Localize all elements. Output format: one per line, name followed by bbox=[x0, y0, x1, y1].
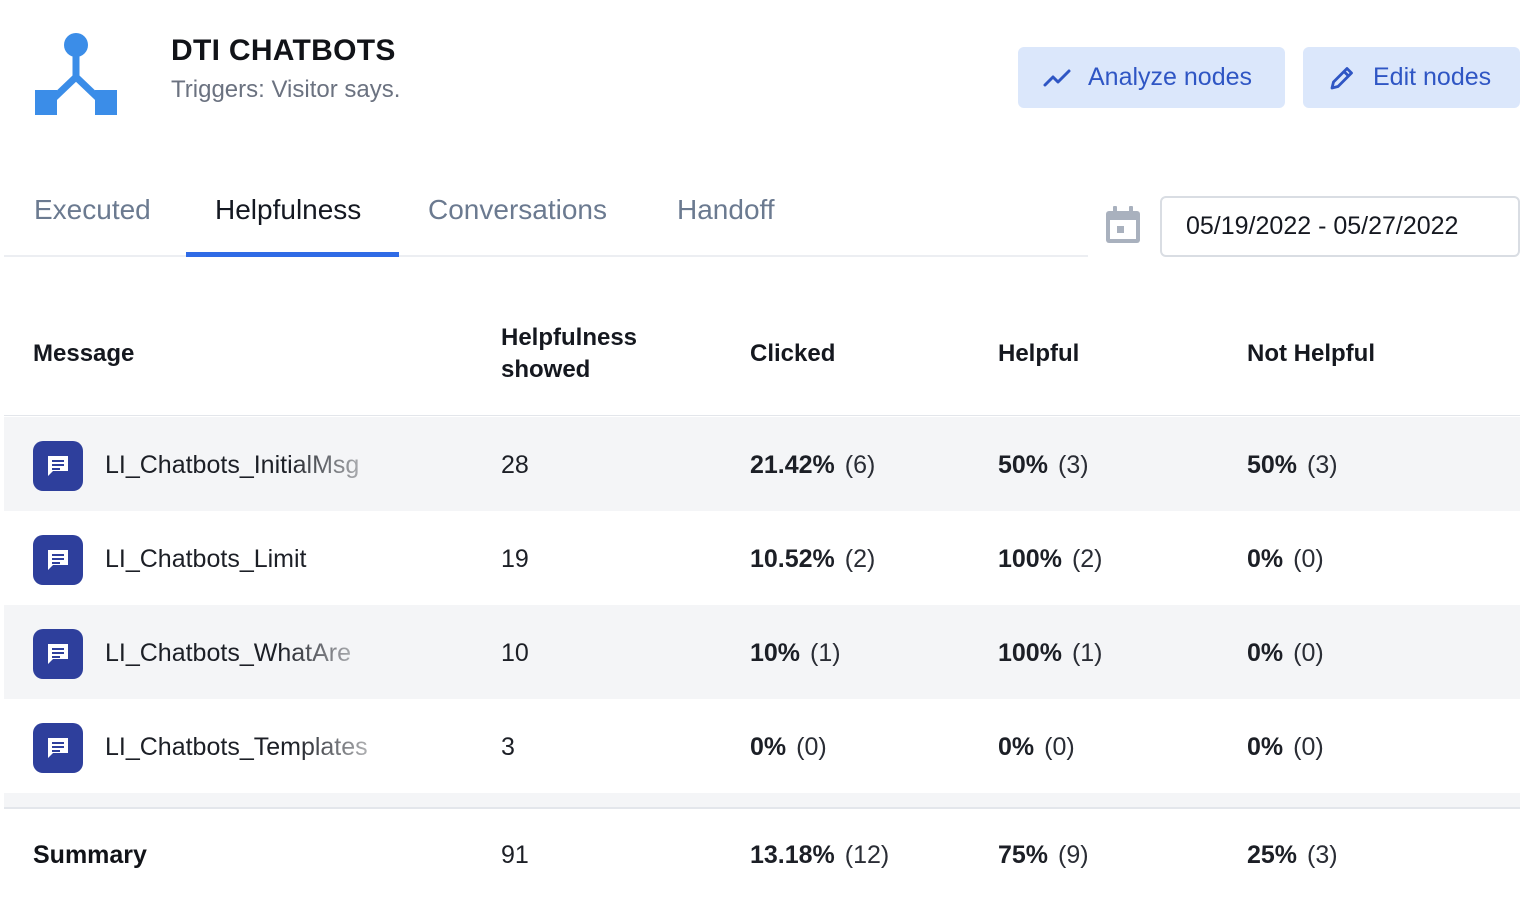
tab-executed[interactable]: Executed bbox=[34, 194, 151, 225]
tab-conversations[interactable]: Conversations bbox=[428, 194, 607, 225]
message-icon bbox=[33, 441, 83, 491]
page-header: DTI CHATBOTS Triggers: Visitor says. Ana… bbox=[0, 0, 1534, 140]
column-helpfulness-showed: Helpfulness showed bbox=[501, 322, 637, 386]
helpful-value: 50% (3) bbox=[998, 451, 1089, 479]
message-name: LI_Chatbots_InitialMsg bbox=[105, 451, 360, 479]
helpfulness-showed-value: 3 bbox=[501, 733, 515, 761]
tab-handoff[interactable]: Handoff bbox=[677, 194, 775, 225]
message-icon bbox=[33, 629, 83, 679]
summary-clicked-value: 13.18% (12) bbox=[750, 841, 890, 869]
summary-showed-value: 91 bbox=[501, 841, 529, 869]
column-helpfulness-showed-line2: showed bbox=[501, 356, 591, 383]
clicked-value: 10% (1) bbox=[750, 639, 841, 667]
pencil-icon bbox=[1330, 66, 1353, 89]
tab-helpfulness[interactable]: Helpfulness bbox=[215, 194, 362, 225]
message-icon bbox=[33, 723, 83, 773]
column-message: Message bbox=[33, 340, 135, 367]
message-name: LI_Chatbots_WhatAre bbox=[105, 639, 351, 667]
date-range-input[interactable]: 05/19/2022 - 05/27/2022 bbox=[1160, 196, 1520, 257]
table-row[interactable]: LI_Chatbots_WhatAre 10 10% (1) 100% (1) 0%… bbox=[4, 605, 1520, 699]
clicked-value: 10.52% (2) bbox=[750, 545, 876, 573]
summary-label: Summary bbox=[33, 841, 147, 869]
not-helpful-value: 0% (0) bbox=[1247, 545, 1324, 573]
table-row[interactable]: LI_Chatbots_Templates 3 0% (0) 0% (0) 0% (0… bbox=[4, 699, 1520, 793]
column-not-helpful: Not Helpful bbox=[1247, 340, 1375, 367]
page-title: DTI CHATBOTS bbox=[171, 34, 396, 67]
page-subtitle: Triggers: Visitor says. bbox=[171, 76, 401, 103]
helpful-value: 0% (0) bbox=[998, 733, 1075, 761]
chatbot-logo-icon bbox=[35, 33, 117, 115]
calendar-icon[interactable] bbox=[1104, 205, 1142, 245]
clicked-value: 0% (0) bbox=[750, 733, 827, 761]
not-helpful-value: 0% (0) bbox=[1247, 733, 1324, 761]
helpfulness-showed-value: 19 bbox=[501, 545, 529, 573]
not-helpful-value: 50% (3) bbox=[1247, 451, 1338, 479]
message-name: LI_Chatbots_Limit bbox=[105, 545, 307, 573]
table-row[interactable]: LI_Chatbots_InitialMsg 28 21.42% (6) 50%(… bbox=[4, 417, 1520, 511]
clicked-value: 21.42% (6) bbox=[750, 451, 876, 479]
analyze-nodes-label: Analyze nodes bbox=[1088, 63, 1253, 91]
edit-nodes-label: Edit nodes bbox=[1373, 63, 1492, 91]
column-helpful: Helpful bbox=[998, 340, 1080, 367]
column-clicked: Clicked bbox=[750, 340, 836, 367]
message-icon bbox=[33, 535, 83, 585]
table-row[interactable]: LI_Chatbots_Limit 19 10.52% (2) 100% (2) 0… bbox=[4, 511, 1520, 605]
summary-row: Summary 91 13.18% (12) 75% (9) 25% (3) bbox=[4, 809, 1520, 904]
active-tab-indicator bbox=[186, 252, 399, 257]
summary-not-helpful-value: 25% (3) bbox=[1247, 841, 1338, 869]
summary-helpful-value: 75% (9) bbox=[998, 841, 1089, 869]
column-helpfulness-showed-line1: Helpfulness bbox=[501, 324, 638, 351]
analyze-nodes-button[interactable]: Analyze nodes bbox=[1018, 47, 1285, 108]
edit-nodes-button[interactable]: Edit nodes bbox=[1303, 47, 1520, 108]
helpfulness-showed-value: 28 bbox=[501, 451, 529, 479]
helpful-value: 100% (1) bbox=[998, 639, 1103, 667]
helpful-value: 100% (2) bbox=[998, 545, 1103, 573]
summary-divider bbox=[4, 793, 1520, 809]
tab-bar: Executed Helpfulness Conversations Hando… bbox=[4, 180, 1088, 257]
trend-line-icon bbox=[1043, 69, 1071, 86]
message-name: LI_Chatbots_Templates bbox=[105, 733, 368, 761]
helpfulness-showed-value: 10 bbox=[501, 639, 529, 667]
table-header: Message Helpfulness showed Clicked Helpf… bbox=[4, 300, 1520, 416]
not-helpful-value: 0% (0) bbox=[1247, 639, 1324, 667]
